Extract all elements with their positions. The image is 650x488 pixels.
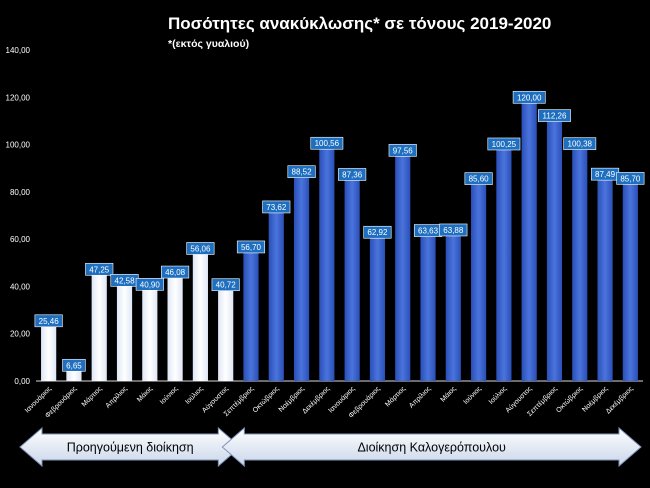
data-label-box: [287, 165, 316, 179]
data-label-box: [464, 172, 493, 185]
bar: [546, 115, 563, 381]
data-label-box: [34, 314, 63, 328]
y-tick-label: 40,00: [10, 282, 31, 291]
bar: [395, 150, 411, 381]
data-label: 85,70: [620, 174, 641, 183]
bar: [521, 97, 537, 382]
bar: [471, 178, 487, 381]
chart-title: Ποσότητες ανακύκλωσης* σε τόνους 2019-20…: [168, 14, 552, 33]
data-label-box: [211, 278, 240, 292]
data-label: 63,63: [418, 227, 439, 236]
x-tick-label: Οκτώβριος: [555, 384, 585, 414]
data-label: 62,92: [367, 228, 388, 237]
bar: [116, 280, 133, 381]
x-tick-label: Ιούλιος: [487, 384, 509, 406]
data-label-box: [563, 137, 597, 150]
bar: [496, 143, 512, 381]
bar: [319, 143, 335, 381]
data-label-box: [236, 240, 266, 254]
data-label: 97,56: [393, 146, 414, 155]
data-label: 42,58: [115, 276, 136, 285]
x-tick-label: Μάιος: [135, 384, 154, 403]
data-label-box: [616, 172, 645, 185]
x-tick-label: Δεκέμβριος: [604, 384, 635, 415]
data-label: 46,08: [165, 268, 186, 277]
data-label-box: [135, 278, 164, 291]
x-tick-label: Μάρτιος: [80, 384, 104, 408]
data-label: 120,00: [517, 93, 542, 102]
x-tick-label: Δεκέμβριος: [301, 384, 332, 415]
chart-subtitle: *(εκτός γυαλιού): [168, 38, 250, 50]
x-tick-label: Μάρτιος: [384, 384, 408, 408]
data-label-box: [62, 358, 86, 372]
data-label-box: [439, 223, 468, 237]
y-tick-label: 80,00: [10, 188, 31, 197]
x-tick-label: Απρίλιος: [407, 384, 432, 409]
data-label-box: [310, 136, 344, 150]
data-label: 73,62: [266, 203, 287, 212]
x-tick-label: Ιούνιος: [462, 384, 484, 406]
bar: [41, 320, 57, 381]
y-tick-label: 20,00: [10, 330, 31, 339]
bar: [369, 232, 386, 381]
data-label: 87,49: [595, 170, 616, 179]
data-label: 88,52: [292, 168, 313, 177]
data-label: 85,60: [469, 175, 490, 184]
bar: [572, 143, 588, 381]
x-tick-label: Ιούνιος: [158, 384, 180, 406]
bar: [420, 230, 436, 381]
data-label-box: [338, 168, 367, 181]
bar: [192, 248, 208, 381]
data-label: 56,06: [190, 244, 211, 253]
data-label: 100,56: [315, 139, 340, 148]
data-label: 25,46: [39, 317, 60, 326]
data-label-box: [186, 242, 215, 255]
y-tick-label: 0,00: [14, 377, 30, 386]
bar: [344, 174, 360, 381]
data-label-box: [388, 144, 417, 157]
data-label: 56,70: [241, 243, 262, 252]
y-tick-label: 120,00: [6, 93, 31, 102]
data-label: 47,25: [89, 265, 110, 274]
y-tick-label: 60,00: [10, 235, 31, 244]
data-label-box: [512, 90, 546, 104]
bar: [445, 229, 461, 381]
bar: [268, 206, 284, 381]
y-tick-label: 100,00: [6, 141, 31, 150]
bar: [142, 284, 158, 381]
data-label: 40,90: [140, 280, 161, 289]
bar: [622, 178, 638, 381]
bar: [91, 269, 107, 381]
data-label: 63,88: [443, 226, 464, 235]
y-tick-label: 140,00: [6, 46, 31, 55]
data-label-box: [161, 265, 190, 279]
data-label-box: [487, 137, 521, 151]
x-tick-label: Ιούλιος: [184, 384, 206, 406]
data-label: 6,65: [66, 361, 82, 370]
data-label: 40,72: [216, 281, 237, 290]
data-label: 100,25: [492, 140, 517, 149]
bar: [293, 171, 310, 381]
data-label-box: [538, 109, 571, 122]
data-label-box: [262, 200, 291, 214]
x-tick-label: Απρίλιος: [104, 384, 129, 409]
bar: [597, 174, 613, 381]
data-label: 87,36: [342, 170, 363, 179]
x-tick-label: Μάιος: [439, 384, 458, 403]
bar: [167, 272, 183, 381]
data-label: 112,26: [543, 112, 567, 121]
group-label: Προηγούμενη διοίκηση: [67, 441, 194, 455]
data-label-box: [363, 225, 392, 239]
data-label-box: [85, 262, 114, 276]
group-label: Διοίκηση Καλογερόπουλου: [357, 441, 506, 455]
bar: [218, 284, 234, 381]
x-tick-label: Οκτώβριος: [251, 384, 281, 414]
group-arrow: [221, 426, 642, 468]
data-label: 100,38: [568, 140, 593, 149]
bar: [243, 246, 259, 381]
